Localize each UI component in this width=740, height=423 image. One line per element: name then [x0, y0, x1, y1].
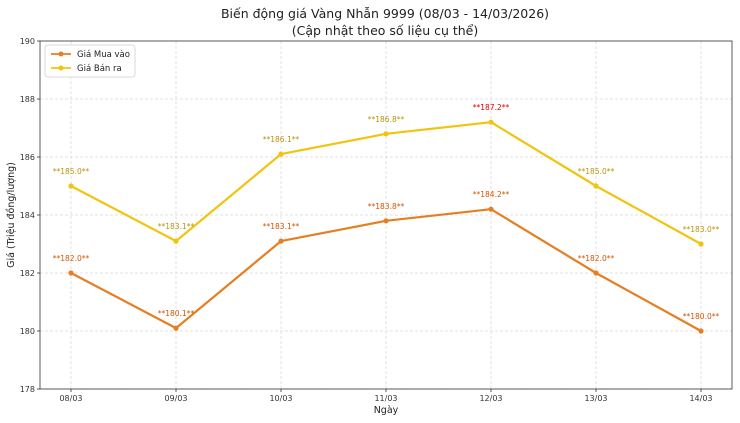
data-label: **183.0** — [683, 225, 720, 234]
y-tick-label: 190 — [20, 37, 35, 46]
data-label: **186.1** — [263, 135, 300, 144]
data-point — [698, 241, 704, 247]
data-point — [68, 270, 74, 276]
data-label: **182.0** — [53, 254, 90, 263]
x-tick-label: 09/03 — [164, 394, 187, 403]
data-point — [593, 183, 599, 189]
legend-ban-marker — [58, 65, 64, 71]
data-point — [278, 238, 284, 244]
data-point — [488, 119, 494, 125]
data-label: **185.0** — [578, 167, 615, 176]
x-tick-label: 08/03 — [59, 394, 82, 403]
data-point — [278, 151, 284, 157]
data-label: **183.1** — [158, 222, 195, 231]
chart-title: Biến động giá Vàng Nhẫn 9999 (08/03 - 14… — [221, 6, 549, 21]
data-point — [698, 328, 704, 334]
data-point — [593, 270, 599, 276]
data-label: **184.2** — [473, 190, 510, 199]
data-point — [488, 206, 494, 212]
chart-subtitle: (Cập nhật theo số liệu cụ thể) — [292, 23, 479, 38]
y-tick-label: 180 — [20, 327, 35, 336]
data-label: **182.0** — [578, 254, 615, 263]
data-label: **186.8** — [368, 115, 405, 124]
data-labels: **182.0** **180.1** **183.1** **183.8** **18… — [53, 103, 720, 321]
x-tick-label: 14/03 — [689, 394, 712, 403]
data-label: **183.1** — [263, 222, 300, 231]
y-tick-label: 188 — [20, 95, 35, 104]
x-axis-label: Ngày — [374, 405, 399, 416]
y-axis-label: Giá (Triệu đồng/lượng) — [6, 162, 17, 268]
data-label: **180.1** — [158, 309, 195, 318]
data-label: **185.0** — [53, 167, 90, 176]
x-tick-label: 11/03 — [374, 394, 397, 403]
y-axis-ticks: 178 180 182 184 186 188 190 — [20, 37, 40, 394]
x-tick-label: 13/03 — [584, 394, 607, 403]
data-point — [383, 218, 389, 224]
data-label: **187.2** — [473, 103, 510, 112]
series — [68, 119, 704, 334]
data-label: **180.0** — [683, 312, 720, 321]
data-label: **183.8** — [368, 202, 405, 211]
data-point — [383, 131, 389, 137]
data-point — [173, 325, 179, 331]
y-tick-label: 186 — [20, 153, 35, 162]
y-tick-label: 178 — [20, 385, 35, 394]
y-tick-label: 184 — [20, 211, 35, 220]
grid — [40, 40, 732, 390]
legend-mua-label: Giá Mua vào — [77, 50, 130, 60]
legend-mua-marker — [58, 51, 64, 57]
data-point — [68, 183, 74, 189]
x-tick-label: 12/03 — [479, 394, 502, 403]
x-axis-ticks: 08/03 09/03 10/03 11/03 12/03 13/03 14/03 — [59, 389, 713, 403]
legend: Giá Mua vào Giá Bán ra — [44, 44, 136, 78]
legend-ban-label: Giá Bán ra — [77, 64, 122, 74]
data-point — [173, 238, 179, 244]
x-tick-label: 10/03 — [269, 394, 292, 403]
y-tick-label: 182 — [20, 269, 35, 278]
